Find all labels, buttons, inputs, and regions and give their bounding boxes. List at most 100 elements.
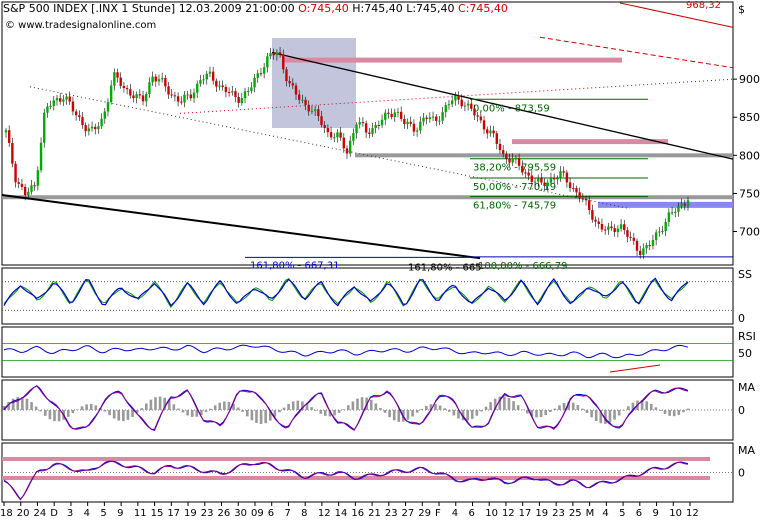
ma1-histogram-bar	[581, 408, 584, 410]
price-candle	[364, 123, 368, 133]
ma1-histogram-bar	[94, 405, 98, 410]
ma1-histogram-bar	[512, 401, 515, 410]
price-candle	[457, 95, 460, 100]
price-candle	[664, 221, 667, 232]
dashed-red-line	[539, 36, 734, 69]
price-candle	[588, 200, 591, 211]
ma1-histogram-bar	[21, 396, 24, 410]
ma1-histogram-bar	[131, 410, 134, 418]
price-candle	[591, 210, 594, 220]
price-candle	[186, 94, 189, 96]
price-candle	[285, 69, 288, 82]
price-candle	[17, 182, 20, 184]
ma1-histogram-bar	[314, 410, 318, 411]
ma1-histogram-bar	[227, 401, 231, 410]
ma1-histogram-bar	[57, 410, 61, 422]
fib-label: 50,00% - 770,19	[473, 182, 556, 193]
price-candle	[231, 91, 234, 93]
price-candle	[476, 115, 479, 117]
price-candle	[84, 125, 87, 132]
price-candle	[482, 120, 486, 130]
price-candle	[403, 118, 406, 125]
price-candle	[272, 53, 275, 56]
price-candle	[533, 181, 537, 183]
price-candle	[409, 121, 412, 124]
ma2-upper-band	[2, 457, 710, 461]
price-candle	[546, 182, 549, 187]
x-tick-label: 30	[234, 508, 247, 519]
price-candle	[412, 123, 416, 132]
price-candle	[30, 185, 33, 192]
x-tick-label: 9	[117, 508, 123, 519]
ma1-histogram-bar	[438, 405, 442, 410]
price-candle	[552, 177, 556, 180]
price-candle	[597, 221, 600, 225]
ma1-histogram-bar	[181, 410, 185, 413]
price-candle	[145, 93, 148, 102]
ma1-histogram-bar	[649, 403, 653, 410]
price-candle	[157, 79, 161, 82]
x-tick-label: 6	[468, 508, 474, 519]
ma1-histogram-bar	[682, 410, 685, 413]
ma1-histogram-bar	[544, 410, 547, 416]
price-candle	[65, 96, 68, 100]
ma1-histogram-bar	[278, 410, 281, 413]
x-tick-label: 4	[602, 508, 608, 519]
price-candle	[167, 86, 170, 95]
ma1-histogram-bar	[539, 410, 543, 418]
ma1-histogram-bar	[328, 410, 332, 417]
x-tick-label: 5	[619, 508, 625, 519]
price-candle	[501, 150, 505, 154]
price-candle	[135, 94, 138, 99]
price-candle	[486, 129, 489, 134]
ma1-histogram-bar	[567, 402, 570, 410]
price-candle	[68, 96, 71, 102]
price-candle	[352, 133, 355, 141]
price-candle	[435, 116, 438, 121]
price-candle	[505, 153, 508, 159]
ma1-histogram-bar	[447, 410, 451, 412]
price-candle	[556, 178, 559, 180]
price-candle	[374, 124, 377, 129]
ma1-histogram-bar	[25, 398, 29, 410]
ma1-histogram-bar	[209, 408, 212, 410]
price-candle	[94, 126, 97, 130]
ext-label-black: 161,80% - 665	[408, 262, 482, 273]
x-tick-label: 17	[519, 508, 532, 519]
ma1-histogram-bar	[186, 410, 189, 416]
currency-label: $	[738, 3, 745, 16]
price-candle	[648, 245, 651, 247]
ma1-histogram-bar	[34, 406, 38, 410]
price-candle	[584, 198, 588, 201]
ma1-histogram-bar	[190, 410, 194, 417]
price-candle	[97, 126, 100, 130]
ma1-histogram-bar	[475, 410, 479, 416]
price-candle	[530, 175, 534, 182]
x-tick-label: 23	[552, 508, 565, 519]
price-candle	[119, 77, 122, 86]
ma2-line-blue	[3, 460, 689, 501]
price-candle	[294, 85, 298, 95]
ma1-histogram-bar	[126, 410, 130, 420]
price-candle	[358, 122, 361, 125]
price-candle	[450, 100, 454, 105]
price-candle	[278, 52, 282, 55]
price-candle	[27, 191, 30, 196]
price-candle	[447, 104, 451, 106]
rsi-trendline	[609, 364, 661, 373]
price-candle	[148, 82, 151, 94]
price-candle	[256, 73, 259, 78]
price-candle	[71, 101, 75, 112]
horizontal-level	[355, 153, 733, 158]
price-candle	[466, 103, 470, 106]
ma1-histogram-bar	[16, 396, 20, 410]
ma1-histogram-bar	[585, 410, 589, 414]
ma1-histogram-bar	[388, 410, 391, 418]
price-candle	[492, 130, 495, 134]
ma1-histogram-bar	[259, 410, 263, 424]
ma1-histogram-bar	[484, 406, 488, 410]
ma1-histogram-bar	[425, 405, 428, 410]
ma1-histogram-bar	[599, 410, 603, 424]
header-bar: S&P 500 INDEX [.INX 1 Stunde] 12.03.2009…	[3, 2, 508, 15]
price-candle	[635, 240, 639, 251]
